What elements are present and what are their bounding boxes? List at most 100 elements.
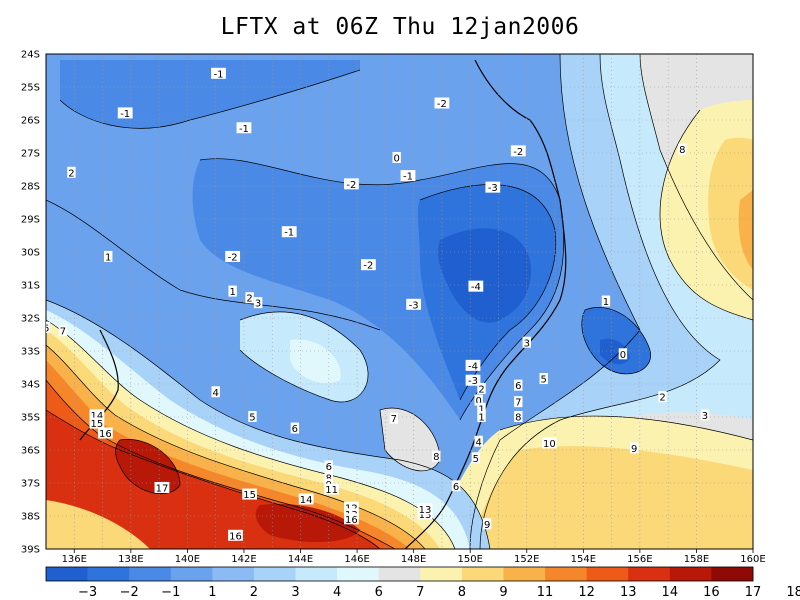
contour-label: 3 — [700, 409, 710, 422]
contour-label-text: 11 — [325, 485, 338, 496]
contour-label: -2 — [360, 259, 376, 272]
contour-label-text: -4 — [468, 361, 478, 372]
contour-label-text: -2 — [228, 252, 238, 263]
contour-label-box — [432, 450, 441, 462]
contour-label: -1 — [281, 226, 297, 239]
lat-label: 39S — [21, 545, 40, 556]
contour-label-box — [154, 481, 170, 493]
lat-label: 33S — [21, 347, 40, 358]
contour-label: 5 — [471, 452, 481, 465]
contour-label-text: 6 — [292, 424, 298, 435]
contour-label-box — [290, 422, 300, 434]
contour-label-text: 7 — [60, 327, 66, 338]
contour-label: 0 — [618, 348, 628, 361]
contour-label-text: 16 — [99, 429, 112, 440]
colorbar-label: 18 — [786, 585, 800, 600]
colorbar-label: −2 — [120, 585, 139, 600]
contour-label-box — [539, 373, 548, 385]
contour-label: 2 — [245, 292, 254, 305]
contour-label-box — [248, 411, 257, 422]
contour-label-box — [485, 181, 501, 193]
contour-label-box — [477, 402, 486, 414]
contour-label-text: 9 — [484, 520, 490, 531]
colorbar-swatch — [87, 567, 130, 581]
contour-label: 0 — [474, 394, 483, 407]
contour-label-box — [406, 298, 422, 310]
contour-label-box — [471, 452, 481, 464]
contour-label: -1 — [236, 122, 252, 135]
colorbar-label: 2 — [250, 585, 258, 600]
contour-label: -3 — [406, 298, 422, 311]
colorbar-swatch — [212, 567, 255, 581]
filled-contours — [46, 54, 753, 549]
colorbar-label: 6 — [375, 585, 383, 600]
contour-label-box — [97, 427, 113, 439]
contour-label-box — [389, 412, 399, 424]
contour-label-box — [477, 382, 486, 394]
contour-label-text: -1 — [403, 172, 413, 183]
contour-label-box — [618, 348, 628, 360]
colorbar-swatch — [503, 567, 546, 581]
contour-label: 7 — [58, 325, 68, 338]
lat-label: 34S — [21, 380, 40, 391]
contour-label-text: 17 — [156, 483, 169, 494]
contour-label-text: 6 — [326, 462, 332, 473]
contour-label: 5 — [539, 373, 548, 386]
contour-label-box — [211, 67, 226, 79]
lat-label: 37S — [21, 479, 40, 490]
contour-label: 1 — [104, 250, 113, 263]
contour-label-box — [324, 472, 333, 484]
contour-label-box — [298, 493, 314, 505]
contour-label: -3 — [485, 181, 501, 194]
contour-label-text: 14 — [91, 411, 104, 422]
contour-label-text: 5 — [249, 413, 255, 424]
contour-label-text: 1 — [478, 404, 484, 415]
contour-label-text: -1 — [239, 124, 249, 135]
colorbar-label: 8 — [458, 585, 466, 600]
contour-label: 2 — [477, 382, 486, 395]
contour-label: 7 — [514, 396, 523, 409]
contour-label-text: 8 — [515, 413, 521, 424]
lon-label: 148E — [401, 554, 426, 565]
contour-label-text: -2 — [437, 99, 447, 110]
contour-label: 1 — [477, 411, 486, 424]
contour-label: 8 — [432, 450, 441, 463]
contour-label-box — [344, 513, 359, 525]
contour-label-text: 6 — [515, 381, 521, 392]
contour-label-text: 8 — [433, 452, 439, 463]
contour-label-text: 2 — [478, 384, 484, 395]
contour-label-box — [630, 442, 639, 454]
contour-label-box — [245, 292, 254, 304]
contour-label: 17 — [154, 481, 170, 494]
contour-label-box — [228, 529, 243, 541]
contour-label-box — [474, 394, 483, 406]
contour-label: 9 — [482, 518, 492, 531]
lon-label: 150E — [457, 554, 482, 565]
contour-label-box — [451, 480, 461, 492]
lat-label: 30S — [21, 248, 40, 259]
colorbar-swatch — [628, 567, 671, 581]
contour-label: 3 — [522, 336, 531, 349]
contour-label-box — [46, 321, 51, 333]
colorbar-swatch — [170, 567, 213, 581]
contour-label-text: 0 — [393, 153, 399, 164]
contour-labels: -1-2-1-10-2-12-2 -3-11 -2-2-412 3 -3 16 730-4-… — [46, 67, 710, 542]
contour-label-text: 1 — [229, 287, 235, 298]
contour-label: 3 — [253, 297, 263, 310]
contour-label-box — [678, 143, 687, 155]
contour-label-text: 5 — [473, 454, 479, 465]
contour-label: 5 — [248, 411, 257, 424]
contour-label-text: 1 — [105, 252, 111, 263]
lat-label: 24S — [21, 50, 40, 61]
colorbar-label: 13 — [620, 585, 637, 600]
contour-label-text: -3 — [488, 183, 498, 194]
contour-label: -3 — [465, 374, 481, 387]
contour-label-text: -2 — [363, 261, 373, 272]
contour-label: 14 — [298, 493, 314, 506]
colorbar-label: 9 — [499, 585, 507, 600]
lon-label: 158E — [684, 554, 709, 565]
contour-label: 7 — [389, 412, 399, 425]
contour-label-text: -1 — [120, 109, 130, 120]
contour-label-box — [474, 435, 483, 447]
lat-label: 35S — [21, 413, 40, 424]
